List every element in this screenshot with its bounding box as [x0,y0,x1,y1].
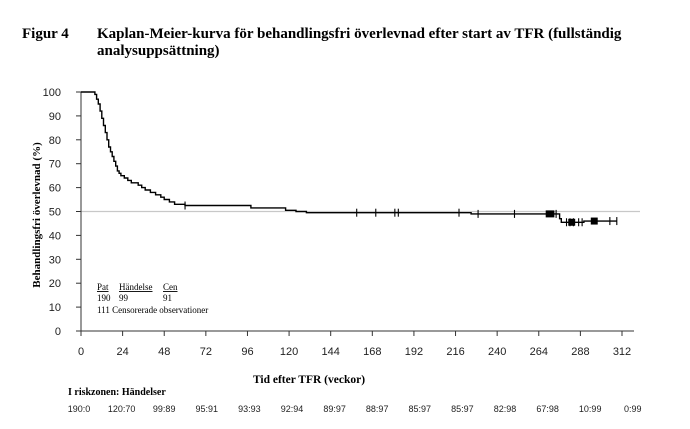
legend-box: Pat Händelse Cen 190 99 91 111 Censorerade obs… [97,282,208,315]
risk-table-value: 120:70 [108,404,136,414]
legend-value: 190 [97,293,111,303]
x-tick-label: 264 [530,346,548,358]
censor-block [568,218,576,226]
risk-table-value: 89:97 [323,404,346,414]
risk-table-value: 0:99 [624,404,642,414]
risk-table-value: 92:94 [281,404,304,414]
y-tick-label: 50 [49,207,61,219]
survival-curve [81,91,617,223]
y-tick-label: 100 [43,87,61,99]
axes: 0 10 20 30 40 50 60 70 80 90 100 0 24 48 72 96 120 144 168… [31,87,634,386]
x-tick-label: 192 [405,346,423,358]
y-tick-label: 40 [49,230,61,242]
censor-block [545,210,555,218]
y-tick-label: 70 [49,159,61,171]
x-tick-label: 240 [488,346,506,358]
x-tick-label: 168 [363,346,381,358]
y-tick-label: 60 [49,183,61,195]
risk-table-value: 85:97 [451,404,474,414]
legend-value: 91 [163,293,172,303]
risk-table-value: 85:97 [409,404,432,414]
y-tick-label: 20 [49,278,61,290]
y-tick-label: 90 [49,111,61,123]
x-tick-label: 48 [158,346,170,358]
x-tick-label: 288 [571,346,589,358]
y-tick-label: 30 [49,254,61,266]
x-tick-label: 216 [446,346,464,358]
x-tick-label: 72 [200,346,212,358]
legend-header: Pat [97,282,109,292]
risk-table-title: I riskzonen: Händelser [68,387,166,398]
y-tick-label: 80 [49,135,61,147]
legend-header: Händelse [119,282,153,292]
censor-block [590,217,598,225]
risk-table-value: 93:93 [238,404,261,414]
y-axis-label: Behandlingsfri överlevnad (%) [31,142,43,288]
risk-table-value: 82:98 [494,404,517,414]
risk-table-value: 95:91 [196,404,219,414]
x-tick-label: 144 [322,346,340,358]
legend-value: 99 [119,293,129,303]
x-tick-label: 96 [241,346,253,358]
risk-table-value: 99:89 [153,404,176,414]
censor-marks-layer [184,201,618,227]
x-tick-label: 120 [280,346,298,358]
risk-table-value: 190:0 [68,404,91,414]
figure-label: Figur 4 [22,26,69,42]
figure-title: Kaplan-Meier-kurva för behandlingsfri öv… [97,26,622,59]
x-tick-label: 0 [78,346,84,358]
x-axis-label: Tid efter TFR (veckor) [253,374,365,386]
survival-curve-layer [81,91,617,223]
y-tick-label: 10 [49,302,61,314]
legend-header: Cen [163,282,178,292]
x-tick-label: 312 [613,346,631,358]
risk-table: I riskzonen: Händelser 190:0 120:70 99:89 95… [68,387,642,414]
risk-table-value: 67:98 [536,404,559,414]
risk-table-value: 88:97 [366,404,389,414]
legend-note: 111 Censorerade observationer [97,305,208,315]
x-tick-label: 24 [116,346,128,358]
risk-table-value: 10:99 [579,404,602,414]
y-tick-label: 0 [55,326,61,338]
